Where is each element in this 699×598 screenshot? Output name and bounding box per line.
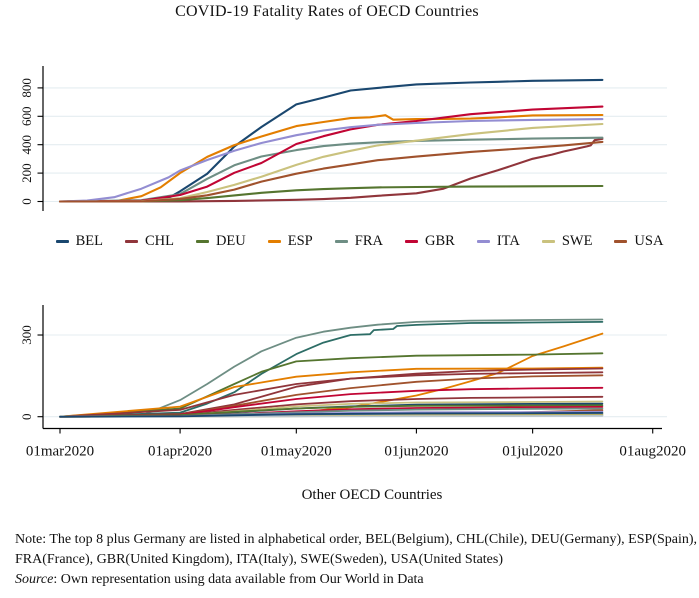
series-line-other-05 [59,366,604,418]
legend-dash-icon [334,239,348,243]
series-line-other-09 [59,386,604,418]
legend-item-FRA: FRA [334,232,383,250]
legend-item-GBR: GBR [404,232,455,250]
chart-title: COVID-19 Fatality Rates of OECD Countrie… [175,3,479,20]
legend-label: USA [634,232,664,249]
x-tick-label: 01jun2020 [384,444,448,460]
legend-item-DEU: DEU [195,232,246,250]
legend-item-CHL: CHL [124,232,174,250]
source-rest: : Own representation using data availabl… [53,572,424,587]
series-line-DEU [58,184,604,203]
y-tick-label: 300 [19,325,34,345]
legend-label: ESP [287,232,313,249]
legend-label: ITA [496,232,520,249]
x-tick-label: 01may2020 [261,444,332,460]
panel-bottom: 0 300 01mar2020 01apr2020 01may2020 01jun2020… [19,305,686,460]
legend-item-ESP: ESP [267,232,313,250]
note-text: Note: The top 8 plus Germany are listed … [15,532,697,567]
x-tick-label: 01mar2020 [26,444,94,460]
legend-item-USA: USA [614,233,663,250]
x-tick-label: 01aug2020 [619,444,686,460]
panel-top: 0 200 400 600 800 [19,66,667,211]
legend-item-BEL: BEL [55,232,103,250]
legend-dash-icon [267,239,281,243]
x-tick-label: 01apr2020 [148,444,212,460]
legend-dash-icon [404,239,418,243]
x-tick-label: 01jul2020 [502,444,563,460]
legend-dash-icon [476,239,490,243]
y-tick-label: 200 [19,163,34,183]
legend-label: BEL [75,232,103,249]
bottom-panel-caption: Other OECD Countries [301,487,443,503]
legend-label: CHL [144,232,174,249]
series-line-SWE [58,122,604,203]
series-line-other-01 [59,318,604,418]
legend-item-ITA: ITA [476,232,520,250]
y-tick-label: 600 [19,107,34,127]
source-label: Source [15,572,54,587]
legend-dash-icon [541,239,555,243]
legend-dash-icon [55,239,69,243]
series-line-other-13 [59,404,604,418]
series-line-FRA [58,136,604,203]
y-tick-label: 0 [19,413,34,420]
legend: BEL CHL DEU ESP FRA GBR ITA SWE USA [20,231,699,251]
series-line-GBR [58,105,604,203]
note-block: Note: The top 8 plus Germany are listed … [15,530,697,590]
legend-label: GBR [424,232,455,249]
series-line-USA [58,140,604,203]
series-line-CHL [58,137,604,203]
legend-dash-icon [614,239,628,243]
source-text: Source: Own representation using data av… [15,570,697,590]
series-line-ITA [58,118,604,203]
legend-dash-icon [195,239,209,243]
y-tick-label: 0 [19,198,34,205]
y-tick-label: 800 [19,78,34,98]
legend-label: FRA [354,232,383,249]
series-line-BEL [58,78,604,203]
series-line-other-07 [59,371,604,418]
legend-label: SWE [561,232,593,249]
legend-dash-icon [124,239,138,243]
legend-item-SWE: SWE [541,232,593,250]
legend-label: DEU [215,232,246,249]
series-line-ESP [58,113,604,203]
series-line-other-22 [59,412,604,418]
y-tick-label: 400 [19,135,34,155]
